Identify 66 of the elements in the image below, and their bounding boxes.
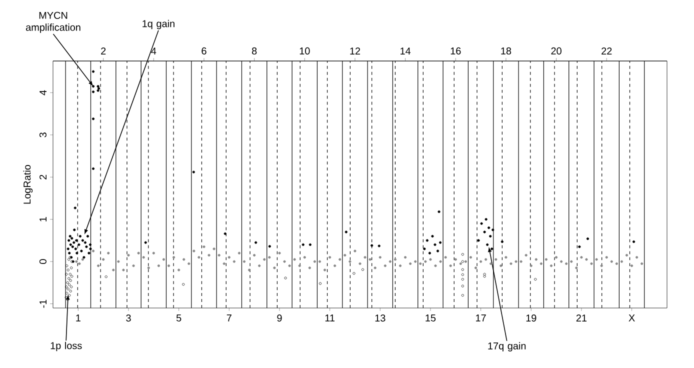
point — [65, 272, 68, 276]
x2-tick-label: 4 — [151, 48, 156, 54]
x-tick-label: 1 — [76, 314, 80, 322]
point — [461, 273, 464, 276]
point — [352, 272, 356, 275]
point — [69, 279, 72, 282]
x2-tick-label: 2 — [101, 48, 106, 54]
x-tick-label: 15 — [426, 314, 436, 322]
x2-tick-label: 14 — [400, 48, 411, 54]
point — [68, 294, 71, 297]
point — [66, 292, 68, 295]
x2-tick-label: 22 — [602, 48, 612, 54]
y-tick-label: 2 — [40, 174, 46, 180]
point — [461, 294, 464, 297]
point — [534, 278, 537, 281]
x-tick-label: 21 — [576, 314, 587, 322]
point — [69, 290, 72, 292]
point — [461, 268, 464, 271]
y-tick-label: -1 — [40, 300, 46, 308]
y-tick-label: 0 — [39, 259, 46, 264]
point — [70, 275, 74, 278]
x-tick-label: 13 — [375, 314, 386, 322]
point — [70, 266, 73, 270]
x-tick-label: 7 — [226, 314, 232, 322]
point — [66, 288, 70, 290]
point — [66, 268, 70, 272]
point — [284, 276, 287, 280]
x2-tick-label: 12 — [350, 48, 360, 54]
x-tick-label: 11 — [325, 314, 335, 322]
x-tick-label: 5 — [176, 314, 182, 322]
x2-tick-label: 16 — [450, 47, 461, 54]
x2-tick-label: 18 — [501, 47, 512, 54]
point — [483, 275, 486, 278]
y-tick-label: 1 — [40, 217, 46, 222]
point — [68, 258, 70, 261]
point — [461, 278, 464, 281]
point — [66, 264, 68, 268]
y-axis-title: LogRatio — [23, 164, 33, 204]
y-tick-label: 4 — [40, 90, 46, 96]
point — [70, 286, 73, 288]
x-tick-label: 9 — [277, 314, 282, 322]
point — [461, 253, 464, 256]
annotation: 1q gain — [142, 20, 174, 30]
annotation: MYCN amplification — [26, 12, 80, 33]
point — [68, 277, 70, 280]
point — [68, 272, 72, 276]
x2-tick-label: 6 — [202, 47, 206, 54]
x-tick-label: X — [628, 314, 635, 322]
point — [65, 286, 68, 288]
x2-tick-label: 20 — [551, 47, 562, 54]
annotation: 1p loss — [50, 342, 82, 352]
point — [483, 272, 486, 276]
x2-tick-label: 10 — [300, 47, 310, 54]
point — [182, 283, 185, 286]
point — [68, 283, 71, 286]
x-tick-label: 17 — [476, 314, 486, 322]
x2-tick-label: 8 — [252, 47, 257, 54]
y-tick-label: 3 — [39, 132, 46, 138]
x-tick-label: 3 — [126, 314, 131, 322]
point — [361, 268, 364, 271]
point — [461, 284, 464, 288]
point — [66, 281, 69, 284]
annotation: 17q gain — [488, 342, 526, 352]
x-tick-label: 19 — [526, 314, 536, 322]
point — [318, 282, 322, 285]
point — [104, 275, 108, 278]
